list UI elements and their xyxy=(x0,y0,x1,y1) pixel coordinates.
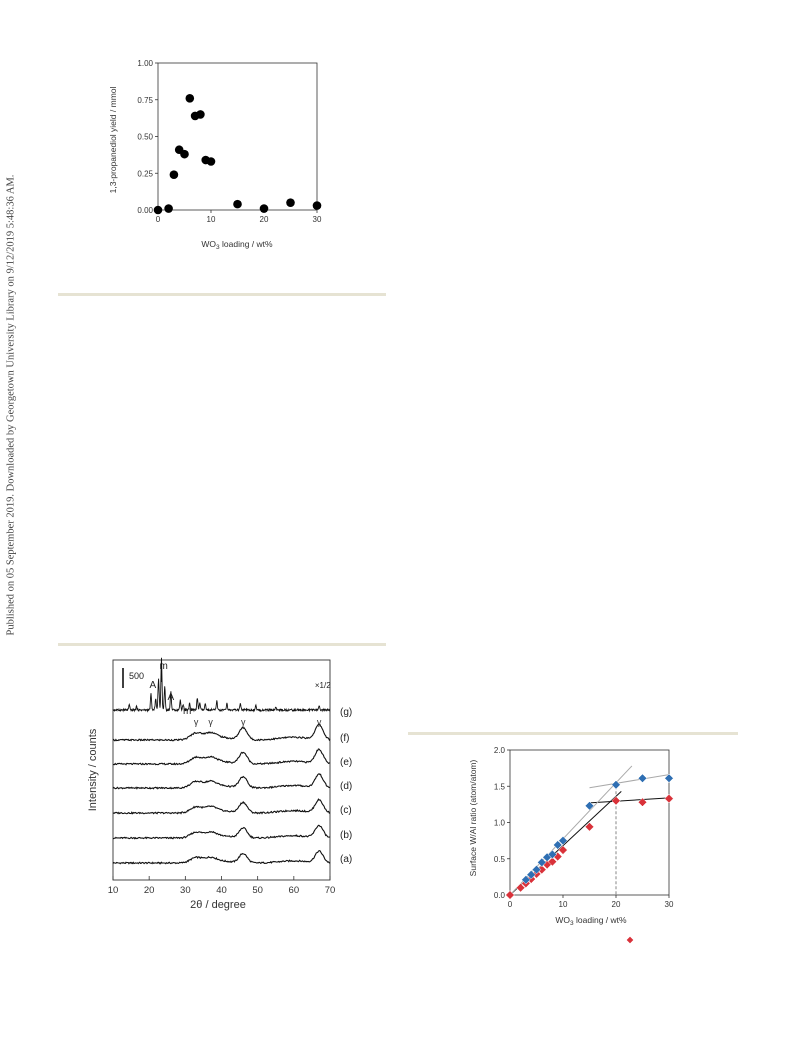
x-tick-label: 40 xyxy=(216,885,227,896)
data-point xyxy=(259,204,269,213)
series-label: (d) xyxy=(340,781,352,792)
y-tick-label: 1.0 xyxy=(494,819,506,828)
series-label: (f) xyxy=(340,733,349,744)
data-point xyxy=(547,856,558,867)
data-point xyxy=(505,890,515,900)
series-label: (g) xyxy=(340,707,352,718)
data-point xyxy=(558,835,568,846)
x-tick-label: 20 xyxy=(612,900,621,909)
phase-marker-A: A xyxy=(168,692,175,703)
fit-line xyxy=(589,797,670,804)
data-point xyxy=(637,797,648,807)
data-point xyxy=(515,883,526,893)
xrd-trace xyxy=(112,798,331,815)
data-point xyxy=(664,793,674,804)
x-tick-label: 0 xyxy=(508,900,513,909)
gamma-phase-marker: γ xyxy=(241,717,246,727)
scale-factor-label: ×1/2 xyxy=(315,681,331,690)
plot-frame xyxy=(157,62,318,211)
data-point xyxy=(664,773,674,783)
y-tick-label: 0.5 xyxy=(494,855,506,864)
section-divider xyxy=(408,732,738,735)
x-tick-label: 30 xyxy=(313,215,322,224)
data-point xyxy=(180,149,189,159)
data-point xyxy=(558,845,568,855)
y-tick-label: 1.00 xyxy=(137,59,153,68)
series-label: (a) xyxy=(340,854,352,865)
data-point xyxy=(153,205,163,215)
x-tick-label: 20 xyxy=(260,215,269,224)
y-axis-label: Surface W/Al ratio (atom/atom) xyxy=(468,759,478,876)
x-tick-label: 70 xyxy=(325,885,336,896)
x-tick-label: 50 xyxy=(252,885,263,896)
data-point xyxy=(584,801,595,811)
y-tick-label: 0.00 xyxy=(137,206,153,215)
x-tick-label: 0 xyxy=(156,215,161,224)
x-tick-label: 10 xyxy=(207,215,216,224)
legend-marker xyxy=(626,936,634,944)
download-watermark: Published on 05 September 2019. Download… xyxy=(3,170,19,640)
data-point xyxy=(206,157,216,166)
series-label: (e) xyxy=(340,757,352,768)
gamma-phase-marker: γ xyxy=(194,717,199,727)
data-point xyxy=(196,110,205,119)
data-point xyxy=(169,170,179,180)
download-watermark-text: Published on 05 September 2019. Download… xyxy=(5,174,17,636)
data-point xyxy=(611,796,621,806)
y-axis-label: 1,3-propanediol yield / mmol xyxy=(108,87,118,194)
x-tick-label: 30 xyxy=(665,900,674,909)
xrd-trace xyxy=(112,850,331,865)
data-point xyxy=(553,840,563,850)
fit-line xyxy=(589,774,670,789)
y-tick-label: 0.75 xyxy=(137,96,153,105)
section-divider xyxy=(58,643,386,646)
x-tick-label: 60 xyxy=(289,885,300,896)
x-tick-label: 30 xyxy=(180,885,191,896)
y-tick-label: 2.0 xyxy=(494,746,506,755)
data-point xyxy=(233,199,242,209)
x-axis-label: WO3 loading / wt% xyxy=(555,915,627,927)
data-point xyxy=(185,93,195,103)
data-point xyxy=(537,857,547,868)
gamma-phase-marker: γ xyxy=(208,717,213,727)
data-point xyxy=(164,204,173,213)
section-divider xyxy=(58,293,386,296)
data-point xyxy=(521,875,531,885)
series-label: (c) xyxy=(340,805,352,816)
surface-ratio-chart: 0 10 20 30 0.0 0.5 1.0 1.5 2.0 Surface W/Al rati… xyxy=(468,746,674,944)
plot-frame xyxy=(112,659,331,881)
scale-bar-label: 500 xyxy=(129,671,144,681)
x-tick-label: 10 xyxy=(559,900,568,909)
series-label: (b) xyxy=(340,830,352,841)
y-tick-label: 0.25 xyxy=(137,169,153,178)
phase-marker-A: A xyxy=(149,680,156,691)
phase-marker-m: m xyxy=(183,706,191,717)
x-tick-label: 20 xyxy=(144,885,155,896)
yield-scatter-chart: 0 10 20 30 0.00 0.25 0.50 0.75 1.00 1,3-propaned… xyxy=(108,59,322,251)
y-tick-label: 0.50 xyxy=(137,133,153,142)
data-point xyxy=(547,849,558,860)
x-axis-label: 2θ / degree xyxy=(190,899,246,911)
phase-marker-m: m xyxy=(159,661,167,672)
xrd-trace xyxy=(112,773,331,790)
x-tick-label: 10 xyxy=(108,885,119,896)
data-point xyxy=(531,864,542,875)
data-point xyxy=(584,822,595,832)
xrd-trace xyxy=(112,748,331,766)
y-tick-label: 1.5 xyxy=(494,782,506,791)
data-point xyxy=(526,870,536,880)
data-point xyxy=(312,201,322,210)
data-point xyxy=(611,780,621,790)
y-tick-label: 0.0 xyxy=(494,891,506,900)
xrd-trace xyxy=(112,824,331,840)
x-axis-label: WO3 loading / wt% xyxy=(201,239,273,251)
xrd-trace xyxy=(112,657,331,713)
xrd-trace xyxy=(112,723,331,742)
xrd-pattern-chart: 10 20 30 40 50 60 70 500 (a) (b) (c) (d) (e) (f) (g) A… xyxy=(87,657,352,911)
data-point xyxy=(637,773,648,783)
data-point xyxy=(286,198,295,207)
gamma-phase-marker: γ xyxy=(317,717,322,727)
y-axis-label: Intensity / counts xyxy=(87,728,99,811)
